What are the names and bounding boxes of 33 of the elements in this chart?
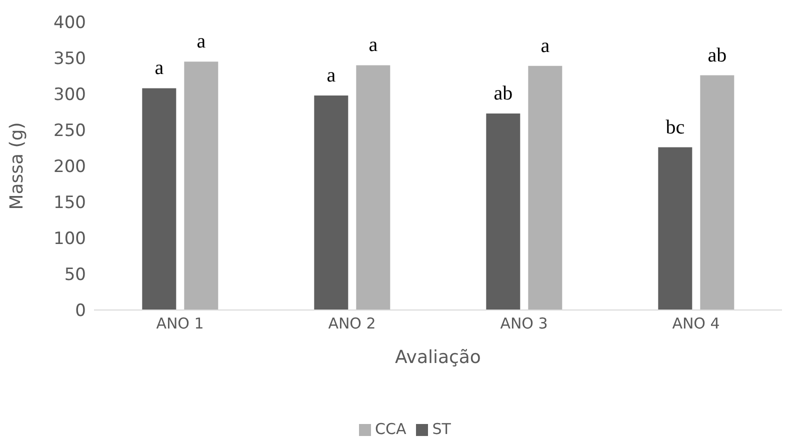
x-tick-label: ANO 3 (500, 314, 548, 333)
y-tick-label: 0 (75, 301, 86, 322)
x-tick-label: ANO 4 (672, 314, 720, 333)
data-label: bc (666, 116, 685, 138)
data-label: a (154, 57, 164, 80)
bar (356, 65, 390, 310)
bar (700, 75, 734, 310)
legend-label: ST (432, 420, 451, 438)
y-axis-title: Massa (g) (6, 122, 28, 210)
data-label: ab (708, 44, 727, 66)
y-tick-label: 300 (54, 85, 86, 106)
x-tick-label: ANO 1 (156, 314, 204, 333)
legend-label: CCA (375, 420, 406, 438)
y-tick-label: 150 (54, 193, 86, 214)
bar (528, 66, 562, 310)
y-tick-label: 200 (54, 157, 86, 178)
data-label: a (326, 64, 336, 86)
y-tick-label: 50 (64, 265, 86, 286)
x-axis-title: Avaliação (395, 346, 481, 368)
data-label: a (196, 30, 206, 53)
y-tick-label: 250 (54, 121, 86, 142)
bar (184, 62, 218, 310)
y-tick-label: 400 (54, 13, 86, 34)
data-label: a (368, 34, 378, 56)
y-tick-label: 100 (54, 229, 86, 250)
y-tick-label: 350 (54, 49, 86, 70)
bar (658, 147, 692, 310)
bar (314, 95, 348, 310)
bar (142, 88, 176, 310)
data-label: a (540, 34, 550, 57)
bar (486, 113, 520, 310)
data-label: ab (494, 82, 513, 104)
x-tick-label: ANO 2 (328, 314, 376, 333)
